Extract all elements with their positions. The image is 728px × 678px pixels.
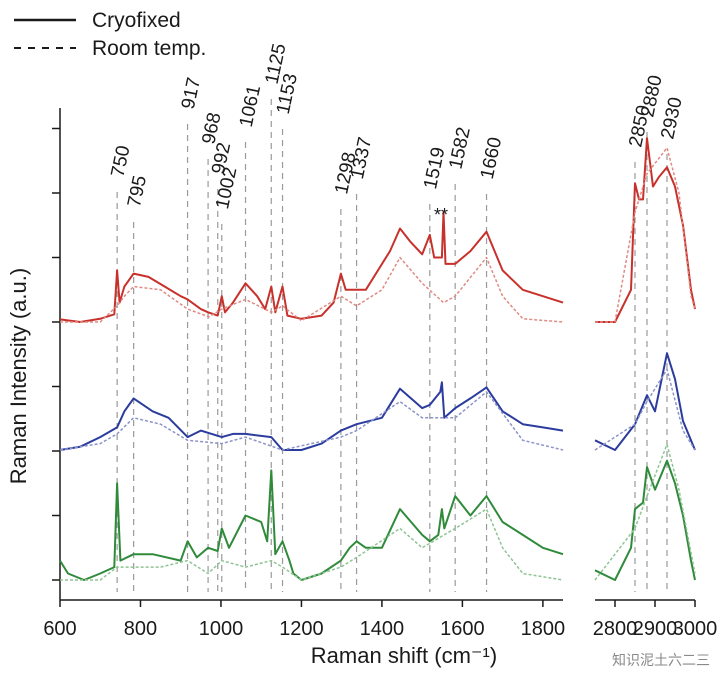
legend: Cryofixed Room temp. [14, 9, 206, 60]
x-tick-label: 1400 [360, 618, 405, 640]
y-axis-title: Raman Intensity (a.u.) [6, 268, 31, 484]
series-line-room-temp-high [595, 147, 696, 323]
legend-label-cryofixed: Cryofixed [92, 9, 181, 32]
x-tick-label: 2800 [593, 618, 638, 640]
series-line-room-temp-high [594, 443, 696, 581]
x-tick-label: 600 [43, 618, 76, 640]
series-line-cryofixed-high [594, 352, 696, 451]
peak-label: 2930 [657, 95, 686, 141]
peak-label: 917 [178, 76, 205, 111]
series-layer [59, 137, 696, 581]
peak-label: 968 [198, 111, 225, 146]
peak-label: 1660 [477, 135, 506, 181]
peak-label: 1582 [446, 125, 475, 171]
peak-label: 1061 [236, 83, 265, 129]
series-line-cryofixed-low [59, 211, 564, 323]
x-axis-title: Raman shift (cm⁻¹) [311, 643, 497, 668]
legend-label-room-temp: Room temp. [92, 37, 206, 60]
series-line-cryofixed-high [595, 137, 696, 323]
x-tick-label: 2900 [633, 618, 678, 640]
double-asterisk-annotation: ** [434, 205, 448, 225]
peak-label: 1337 [347, 135, 376, 181]
x-tick-label: 800 [124, 618, 157, 640]
series-line-room-temp-low [60, 508, 564, 581]
x-tick-label: 3000 [673, 618, 718, 640]
watermark-text: 知识泥土六二三 [612, 652, 710, 668]
x-tick-label: 1800 [521, 618, 566, 640]
series-line-room-temp-low [59, 391, 564, 451]
x-tick-label: 1200 [279, 618, 324, 640]
y-ticks [52, 127, 60, 581]
x-tick-label: 1600 [440, 618, 485, 640]
series-line-cryofixed-low [59, 381, 564, 451]
series-line-room-temp-high [594, 368, 696, 451]
series-line-cryofixed-high [594, 459, 696, 581]
peak-label: 795 [124, 174, 151, 209]
peak-lines [116, 99, 668, 592]
series-line-room-temp-low [60, 256, 564, 323]
x-tick-label: 1000 [199, 618, 244, 640]
series-line-cryofixed-low [59, 469, 564, 581]
peak-label: 1519 [420, 145, 449, 191]
